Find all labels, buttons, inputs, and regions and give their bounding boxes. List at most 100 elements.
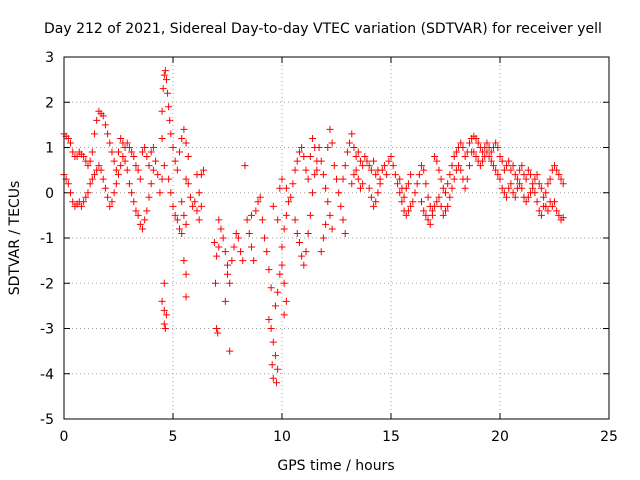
- y-tick-label: -1: [40, 231, 54, 247]
- data-point: [319, 171, 327, 179]
- data-point: [553, 166, 561, 174]
- data-point: [370, 157, 378, 165]
- data-point: [500, 189, 508, 197]
- data-point: [396, 175, 404, 183]
- data-point: [383, 171, 391, 179]
- data-point: [112, 166, 120, 174]
- data-point: [359, 162, 367, 170]
- data-point: [306, 211, 314, 219]
- data-point: [496, 175, 504, 183]
- data-point: [160, 279, 168, 287]
- data-point: [522, 175, 530, 183]
- data-point: [551, 162, 558, 170]
- data-point: [77, 202, 85, 210]
- data-point: [439, 184, 447, 192]
- data-point: [165, 103, 173, 111]
- data-point: [503, 162, 511, 170]
- data-point: [439, 211, 447, 219]
- data-point: [472, 134, 480, 142]
- data-point: [269, 202, 277, 210]
- data-point: [138, 148, 146, 156]
- data-point: [540, 193, 548, 201]
- data-point: [461, 184, 469, 192]
- data-point: [413, 180, 421, 188]
- data-point: [341, 162, 349, 170]
- data-point: [263, 248, 271, 256]
- data-point: [101, 121, 109, 129]
- data-point: [130, 198, 138, 206]
- data-point: [354, 175, 362, 183]
- data-point: [64, 180, 72, 188]
- data-point: [134, 211, 142, 219]
- data-point: [505, 184, 513, 192]
- data-point: [221, 297, 229, 305]
- data-point: [108, 198, 116, 206]
- data-point: [367, 193, 375, 201]
- data-point: [158, 297, 166, 305]
- data-point: [125, 180, 133, 188]
- data-point: [119, 153, 127, 161]
- data-point: [485, 153, 493, 161]
- data-point: [99, 112, 107, 120]
- data-point: [164, 89, 172, 97]
- data-point: [524, 166, 532, 174]
- data-point: [193, 171, 201, 179]
- data-point: [145, 193, 153, 201]
- data-point: [101, 184, 109, 192]
- data-point: [352, 153, 360, 161]
- data-point: [531, 175, 539, 183]
- data-point: [300, 261, 308, 269]
- data-point: [110, 157, 118, 165]
- data-point: [219, 234, 227, 242]
- data-point: [136, 220, 144, 228]
- data-point: [295, 239, 303, 247]
- data-point: [324, 198, 332, 206]
- data-point: [444, 202, 452, 210]
- data-point: [86, 180, 94, 188]
- data-point: [232, 229, 240, 237]
- data-point: [104, 130, 112, 138]
- data-point: [411, 189, 419, 197]
- data-point: [121, 157, 129, 165]
- data-point: [269, 374, 277, 382]
- data-point: [154, 171, 162, 179]
- x-tick-label: 5: [169, 429, 178, 445]
- data-point: [483, 139, 491, 147]
- data-point: [123, 139, 131, 147]
- data-point: [367, 166, 375, 174]
- data-point: [147, 148, 155, 156]
- data-point: [195, 189, 203, 197]
- data-point: [230, 243, 238, 251]
- data-point: [128, 148, 136, 156]
- data-point: [529, 184, 537, 192]
- data-point: [311, 144, 319, 151]
- data-point: [428, 211, 436, 219]
- data-point: [435, 166, 443, 174]
- data-point: [437, 202, 445, 210]
- data-point: [234, 234, 242, 242]
- data-point: [247, 211, 255, 219]
- data-point: [136, 175, 144, 183]
- data-point: [268, 361, 276, 369]
- data-point: [463, 175, 471, 183]
- data-point: [226, 347, 234, 355]
- data-point: [452, 148, 460, 156]
- data-point: [507, 180, 515, 188]
- data-point: [245, 229, 253, 237]
- data-point: [274, 365, 282, 373]
- data-point: [99, 175, 107, 183]
- data-point: [200, 166, 208, 174]
- data-point: [300, 153, 308, 161]
- data-point: [448, 162, 456, 170]
- data-point: [158, 175, 166, 183]
- data-point: [489, 162, 497, 170]
- data-point: [282, 211, 290, 219]
- data-point: [339, 216, 347, 224]
- x-tick-labels: 0 5 10 15 20 25: [60, 429, 618, 445]
- data-point: [396, 189, 404, 197]
- data-point: [106, 139, 114, 147]
- data-point: [422, 211, 430, 219]
- data-point: [509, 189, 517, 197]
- data-point: [180, 211, 188, 219]
- x-tick-label: 25: [600, 429, 618, 445]
